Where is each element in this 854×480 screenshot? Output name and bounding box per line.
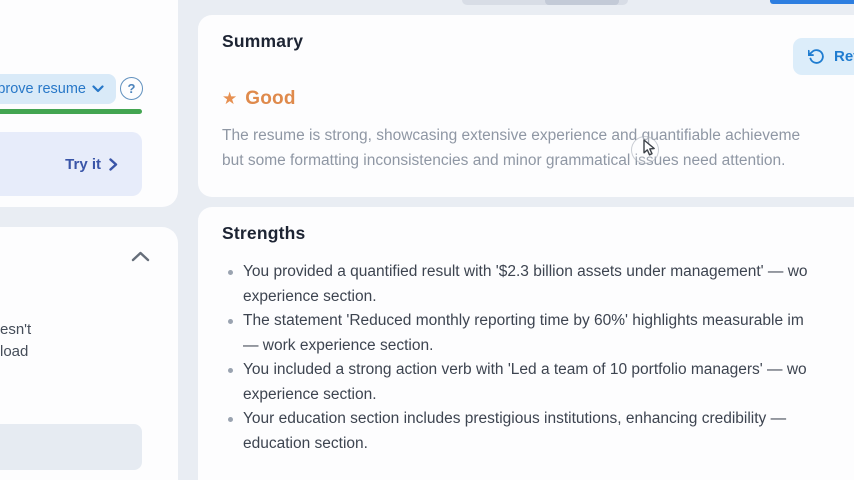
bullet-dot-icon [227, 318, 233, 324]
try-it-label: Try it [65, 155, 101, 173]
strengths-card [198, 207, 854, 480]
help-icon-glyph: ? [127, 81, 136, 96]
chevron-up-icon [131, 251, 150, 262]
bullet-dot-icon [227, 269, 233, 275]
sidebar-note-line: esn't [0, 321, 32, 338]
refresh-button-label: Ref [834, 48, 854, 65]
summary-description-line: The resume is strong, showcasing extensi… [222, 127, 801, 144]
strength-item: You included a strong action verb with '… [222, 358, 808, 407]
summary-description-line: but some formatting inconsistencies and … [222, 151, 786, 169]
bullet-dot-icon [227, 367, 233, 373]
strength-text-line: experience section. [243, 287, 377, 305]
strength-text-line: The statement 'Reduced monthly reporting… [243, 312, 804, 329]
rating-label: Good [245, 88, 296, 109]
improve-resume-dropdown[interactable]: mprove resume [0, 74, 116, 104]
strength-text-line: Your education section includes prestigi… [243, 410, 787, 427]
top-segmented-control-active-fragment[interactable] [545, 0, 619, 5]
collapse-section-button[interactable] [131, 249, 150, 267]
strength-text-line: experience section. [243, 385, 377, 403]
sidebar-placeholder-box [0, 424, 142, 470]
improve-resume-label: mprove resume [0, 81, 86, 97]
star-icon: ★ [222, 88, 238, 109]
strength-item: The statement 'Reduced monthly reporting… [222, 309, 808, 358]
help-icon[interactable]: ? [120, 77, 143, 100]
bullet-dot-icon [227, 416, 233, 422]
strength-text-line: You provided a quantified result with '$… [243, 263, 808, 280]
mouse-cursor-icon [643, 139, 658, 162]
strengths-title: Strengths [222, 223, 306, 243]
strength-text-line: education section. [243, 434, 368, 452]
strength-text-line: — work experience section. [243, 336, 434, 354]
rating-badge: ★ Good [222, 88, 296, 110]
refresh-button[interactable]: Ref [793, 38, 854, 75]
progress-bar [0, 109, 142, 114]
top-primary-button-fragment[interactable] [770, 0, 854, 4]
strength-item: Your education section includes prestigi… [222, 407, 808, 456]
chevron-down-icon [92, 85, 104, 93]
summary-title: Summary [222, 31, 304, 51]
summary-card [198, 15, 854, 197]
strengths-list: You provided a quantified result with '$… [222, 260, 808, 456]
sidebar-note-line: load [0, 343, 29, 360]
refresh-icon [808, 49, 824, 64]
summary-description: The resume is strong, showcasing extensi… [222, 124, 800, 173]
chevron-right-icon [109, 157, 118, 171]
try-it-card[interactable]: Try it [0, 132, 142, 196]
strength-text-line: You included a strong action verb with '… [243, 361, 807, 378]
strength-item: You provided a quantified result with '$… [222, 260, 808, 309]
